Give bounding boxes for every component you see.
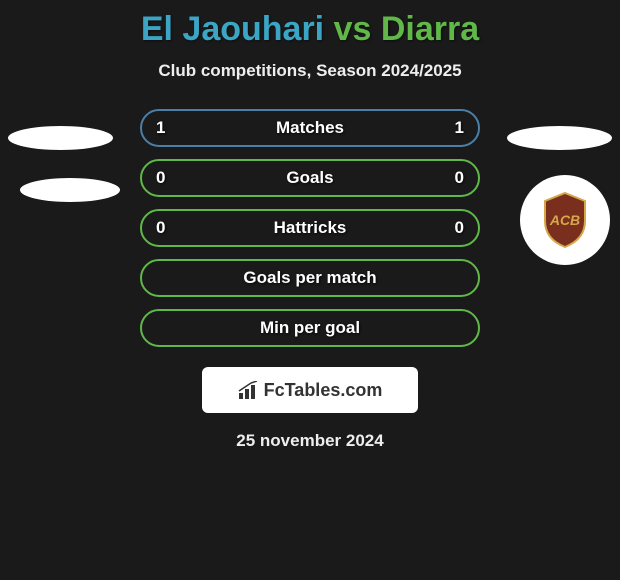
club-badge-right: ACB <box>520 175 610 265</box>
stat-right-value: 0 <box>455 168 464 188</box>
stat-label: Goals <box>286 168 333 188</box>
logo-text: FcTables.com <box>264 380 383 401</box>
stat-right-value: 1 <box>455 118 464 138</box>
left-badge-placeholder-2 <box>20 178 120 202</box>
subtitle: Club competitions, Season 2024/2025 <box>0 61 620 81</box>
left-badge-placeholder-1 <box>8 126 113 150</box>
svg-text:ACB: ACB <box>549 212 580 228</box>
vs-text: vs <box>334 10 372 48</box>
stat-row: Min per goal <box>140 309 480 347</box>
stat-row: 1 Matches 1 <box>140 109 480 147</box>
stat-row: 0 Hattricks 0 <box>140 209 480 247</box>
stat-row: Goals per match <box>140 259 480 297</box>
stat-left-value: 0 <box>156 168 165 188</box>
stat-right-value: 0 <box>455 218 464 238</box>
stat-label: Hattricks <box>274 218 347 238</box>
stat-label: Min per goal <box>260 318 360 338</box>
fctables-logo: FcTables.com <box>202 367 418 413</box>
shield-icon: ACB <box>540 191 590 249</box>
stat-left-value: 0 <box>156 218 165 238</box>
player2-name: Diarra <box>381 10 479 48</box>
stat-row: 0 Goals 0 <box>140 159 480 197</box>
stat-left-value: 1 <box>156 118 165 138</box>
comparison-title: El Jaouhari vs Diarra <box>0 0 620 49</box>
stat-label: Goals per match <box>243 268 376 288</box>
date-text: 25 november 2024 <box>0 431 620 451</box>
right-badge-placeholder <box>507 126 612 150</box>
chart-icon <box>238 381 260 399</box>
player1-name: El Jaouhari <box>141 10 324 48</box>
stat-label: Matches <box>276 118 344 138</box>
